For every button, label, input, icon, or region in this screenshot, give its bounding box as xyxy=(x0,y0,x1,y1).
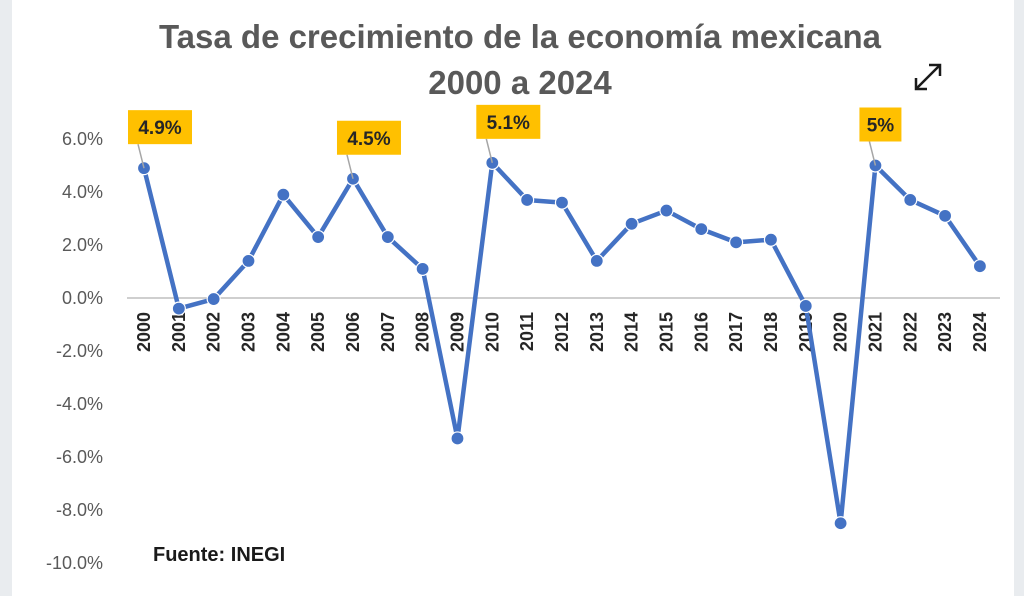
data-point xyxy=(520,192,535,208)
x-tick-label: 2020 xyxy=(831,312,851,352)
x-tick-label: 2013 xyxy=(587,312,607,352)
x-tick-label: 2023 xyxy=(935,312,955,352)
y-tick-label: -6.0% xyxy=(56,447,103,467)
data-point xyxy=(624,216,639,231)
x-tick-label: 2001 xyxy=(169,312,189,352)
y-tick-label: 4.0% xyxy=(62,182,103,202)
y-tick-label: -8.0% xyxy=(56,500,103,520)
callout-leader xyxy=(137,143,145,169)
y-tick-label: 2.0% xyxy=(62,235,103,255)
callout-leader xyxy=(485,138,494,164)
data-point xyxy=(554,195,570,210)
data-point xyxy=(276,187,291,202)
callout-box xyxy=(476,104,541,139)
x-tick-label: 2010 xyxy=(482,312,502,352)
data-point xyxy=(659,203,674,218)
x-tick-label: 2016 xyxy=(691,312,711,352)
callout-box xyxy=(336,120,401,155)
data-point xyxy=(206,291,221,307)
x-tick-label: 2018 xyxy=(761,312,781,352)
x-tick-label: 2000 xyxy=(134,312,154,352)
data-point xyxy=(171,301,186,316)
x-tick-label: 2005 xyxy=(308,312,328,352)
data-label: 5.1% xyxy=(487,113,530,134)
x-tick-label: 2017 xyxy=(726,312,746,352)
x-tick-label: 2003 xyxy=(238,312,258,352)
data-point xyxy=(763,232,779,247)
callout-leader xyxy=(868,141,877,166)
data-label: 4.5% xyxy=(347,129,390,150)
expand-arrows-icon[interactable] xyxy=(905,58,947,100)
data-label: 5% xyxy=(867,116,895,137)
data-label: 4.9% xyxy=(138,118,181,139)
data-point xyxy=(241,253,256,268)
y-tick-label: -4.0% xyxy=(56,394,103,414)
data-point xyxy=(729,235,744,250)
y-tick-label: 0.0% xyxy=(62,288,103,308)
data-point xyxy=(903,192,918,208)
y-tick-label: 6.0% xyxy=(62,129,103,149)
x-tick-label: 2006 xyxy=(343,312,363,352)
data-point xyxy=(937,208,953,223)
chart-title-line2: 2000 a 2024 xyxy=(428,64,612,101)
x-tick-label: 2011 xyxy=(517,312,537,351)
data-point xyxy=(694,222,709,237)
data-point xyxy=(311,229,326,245)
x-tick-label: 2022 xyxy=(900,312,920,352)
callout-leader xyxy=(346,154,354,179)
data-point xyxy=(380,229,395,245)
data-point xyxy=(972,259,988,274)
x-tick-label: 2021 xyxy=(865,312,885,352)
y-tick-label: -10.0% xyxy=(46,553,103,573)
callout-box xyxy=(859,107,902,142)
chart-title: Tasa de crecimiento de la economía mexic… xyxy=(0,14,1024,106)
chart-title-line1: Tasa de crecimiento de la economía mexic… xyxy=(158,18,882,55)
data-point xyxy=(450,431,465,446)
data-point xyxy=(415,261,430,276)
chart-source: Fuente: INEGI xyxy=(153,544,286,566)
x-tick-label: 2009 xyxy=(447,312,467,352)
x-tick-label: 2004 xyxy=(273,312,293,352)
x-tick-label: 2015 xyxy=(656,312,676,352)
x-tick-label: 2012 xyxy=(552,312,572,352)
x-tick-label: 2024 xyxy=(970,312,990,352)
x-tick-label: 2002 xyxy=(204,312,224,352)
x-tick-label: 2014 xyxy=(622,312,642,352)
callout-box xyxy=(128,110,192,145)
data-point xyxy=(589,253,604,268)
x-tick-label: 2007 xyxy=(378,312,398,352)
y-tick-label: -2.0% xyxy=(56,341,103,361)
x-tick-label: 2008 xyxy=(413,312,433,352)
data-point xyxy=(833,516,848,531)
data-point xyxy=(798,298,813,314)
